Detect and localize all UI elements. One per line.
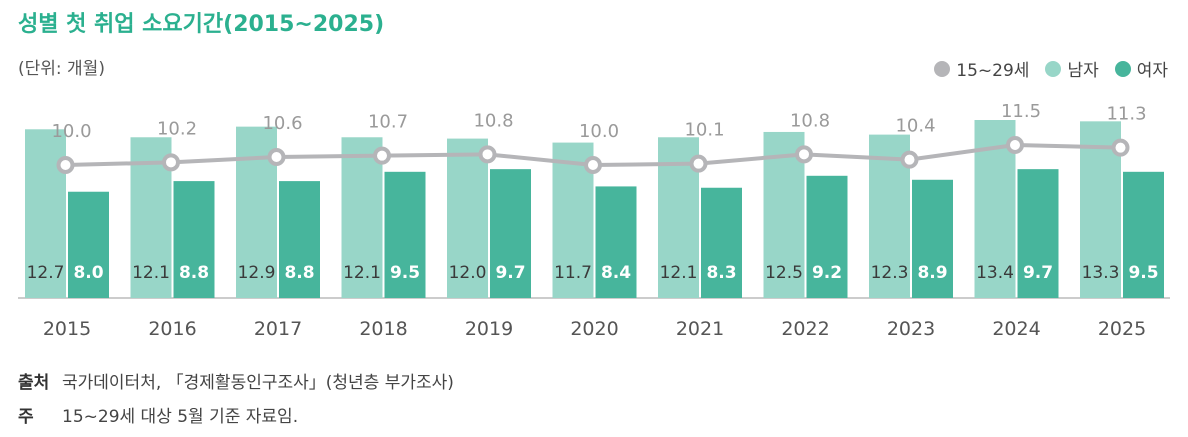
- label-female-2017: 8.8: [284, 263, 314, 283]
- bar-female-2016: [173, 181, 215, 298]
- x-tick-2019: 2019: [465, 318, 513, 340]
- legend-label-female: 여자: [1136, 61, 1168, 81]
- point-total-2021: [689, 154, 708, 173]
- label-total-2016: 10.2: [157, 118, 197, 139]
- label-male-2023: 12.3: [871, 263, 909, 283]
- x-tick-2015: 2015: [43, 318, 91, 340]
- x-tick-2022: 2022: [781, 318, 829, 340]
- label-total-2025: 11.3: [1106, 104, 1146, 125]
- label-total-2018: 10.7: [368, 112, 408, 133]
- label-male-2024: 13.4: [976, 263, 1014, 283]
- label-female-2022: 9.2: [812, 263, 842, 283]
- note-label: 주: [18, 407, 34, 427]
- point-total-2019: [478, 145, 497, 164]
- legend-item-male: 남자: [1045, 56, 1099, 81]
- point-total-2018: [373, 146, 391, 165]
- point-total-2023: [900, 150, 919, 169]
- x-tick-2018: 2018: [359, 318, 407, 340]
- label-total-2024: 11.5: [1001, 101, 1041, 122]
- point-total-2015: [56, 156, 75, 174]
- point-total-2025: [1111, 138, 1130, 157]
- label-female-2015: 8.0: [73, 263, 103, 283]
- bar-female-2021: [701, 187, 742, 298]
- note-text: 15~29세 대상 5월 기준 자료임.: [62, 407, 299, 427]
- bar-female-2023: [912, 179, 953, 298]
- label-female-2024: 9.7: [1023, 263, 1053, 283]
- x-tick-2024: 2024: [992, 318, 1040, 340]
- label-female-2020: 8.4: [601, 263, 631, 283]
- legend-swatch-female: [1114, 60, 1131, 77]
- source-label: 출처: [18, 373, 50, 393]
- chart-title: 성별 첫 취업 소요기간(2015~2025): [18, 12, 385, 37]
- bar-female-2019: [490, 169, 531, 298]
- x-tick-2021: 2021: [676, 318, 724, 340]
- point-total-2016: [162, 153, 180, 172]
- label-female-2021: 8.3: [706, 263, 736, 283]
- label-female-2019: 9.7: [495, 263, 525, 283]
- bar-male-2018: [341, 137, 383, 298]
- label-female-2018: 9.5: [390, 263, 420, 283]
- label-total-2015: 10.0: [51, 121, 91, 142]
- source-text: 국가데이터처, 「경제활동인구조사」(청년층 부가조사): [62, 373, 454, 393]
- label-total-2020: 10.0: [579, 121, 619, 142]
- x-tick-2025: 2025: [1098, 318, 1146, 340]
- x-tick-2017: 2017: [254, 318, 302, 340]
- point-total-2024: [1006, 136, 1024, 154]
- unit-label: (단위: 개월): [18, 59, 105, 79]
- label-total-2021: 10.1: [684, 120, 724, 141]
- bar-male-2015: [25, 129, 66, 298]
- point-total-2017: [267, 148, 286, 166]
- note-line: 주 15~29세 대상 5월 기준 자료임.: [18, 402, 298, 427]
- label-total-2017: 10.6: [262, 113, 302, 134]
- bar-female-2024: [1017, 169, 1059, 298]
- bar-male-2019: [447, 138, 488, 298]
- label-male-2022: 12.5: [765, 263, 803, 283]
- source-line: 출처 국가데이터처, 「경제활동인구조사」(청년층 부가조사): [18, 368, 454, 393]
- label-male-2015: 12.7: [27, 263, 65, 283]
- label-total-2019: 10.8: [473, 110, 513, 131]
- legend-item-female: 여자: [1114, 56, 1168, 81]
- label-male-2017: 12.9: [238, 263, 276, 283]
- label-female-2016: 8.8: [179, 263, 209, 283]
- label-male-2018: 12.1: [343, 263, 381, 283]
- bar-female-2015: [68, 191, 109, 298]
- legend: 15~29세 남자 여자: [934, 56, 1168, 81]
- legend-label-total: 15~29세: [956, 61, 1030, 81]
- x-tick-2016: 2016: [148, 318, 196, 340]
- label-male-2019: 12.0: [449, 263, 487, 283]
- label-total-2022: 10.8: [790, 110, 830, 131]
- legend-swatch-male: [1045, 60, 1062, 77]
- point-total-2020: [584, 156, 602, 174]
- label-total-2023: 10.4: [895, 116, 935, 137]
- label-male-2025: 13.3: [1082, 263, 1120, 283]
- label-male-2020: 11.7: [554, 263, 592, 283]
- legend-swatch-total: [934, 60, 951, 77]
- x-tick-2020: 2020: [570, 318, 618, 340]
- point-total-2022: [795, 145, 813, 164]
- bar-female-2018: [384, 171, 426, 298]
- label-male-2016: 12.1: [132, 263, 170, 283]
- bar-female-2025: [1123, 171, 1164, 298]
- bar-female-2020: [595, 186, 637, 298]
- label-female-2025: 9.5: [1128, 263, 1158, 283]
- x-tick-2023: 2023: [887, 318, 935, 340]
- bar-female-2017: [279, 181, 320, 298]
- bar-female-2022: [806, 175, 848, 298]
- label-male-2021: 12.1: [660, 263, 698, 283]
- label-female-2023: 8.9: [917, 263, 947, 283]
- legend-item-total: 15~29세: [934, 56, 1029, 81]
- legend-label-male: 남자: [1067, 61, 1099, 81]
